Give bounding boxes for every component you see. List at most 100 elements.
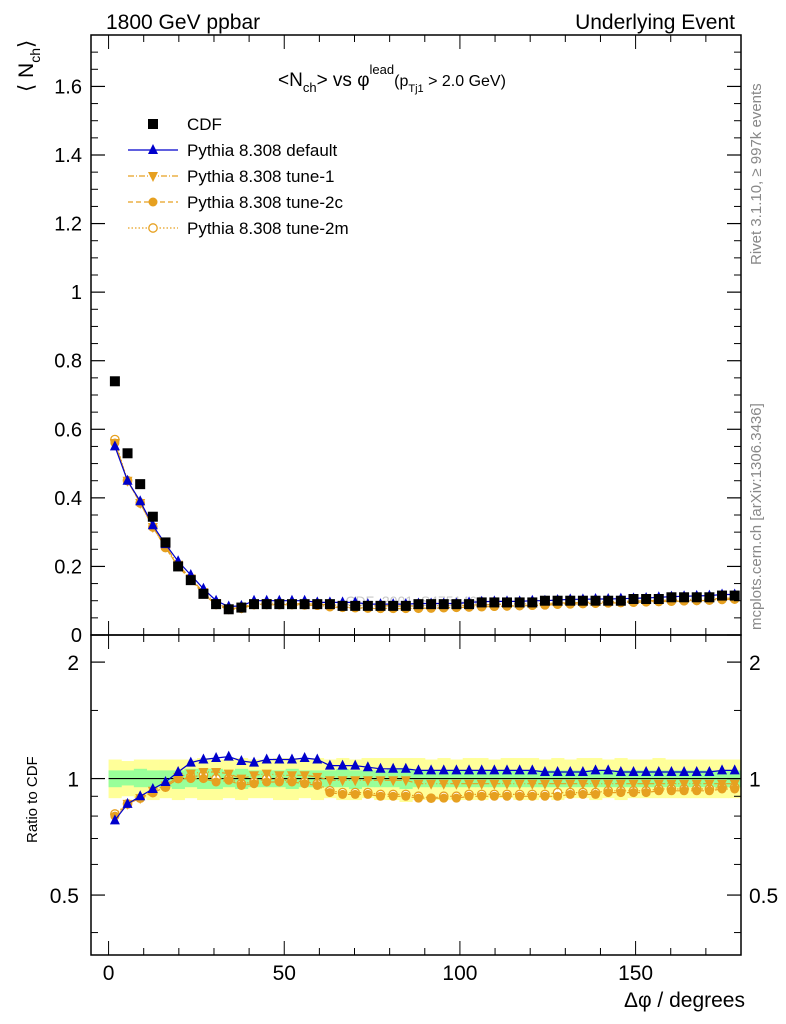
main-marker-cdf [426, 599, 437, 610]
ratio-marker-pythia-8-308-tune-2c [628, 788, 638, 798]
ratio-axes: 0.5 0.5 1 1 2 2 0 50 100 150 [50, 635, 778, 985]
ratio-marker-pythia-8-308-default [147, 782, 158, 793]
ratio-ytick-label: 1 [67, 769, 79, 792]
xtick-label: 50 [273, 962, 296, 985]
ratio-marker-pythia-8-308-tune-2c [325, 788, 335, 798]
ratio-marker-pythia-8-308-default [565, 765, 576, 776]
legend-item-pythia-8-308-tune-2m: Pythia 8.308 tune-2m [128, 219, 349, 238]
main-marker-cdf [286, 599, 297, 610]
ratio-marker-pythia-8-308-tune-1 [261, 769, 272, 780]
ratio-marker-pythia-8-308-tune-1 [476, 779, 487, 790]
ratio-marker-pythia-8-308-default [274, 753, 285, 764]
legend-marker [148, 197, 158, 207]
legend-item-pythia-8-308-tune-2c: Pythia 8.308 tune-2c [128, 193, 343, 212]
main-line-pythia-8-308-tune-2c [114, 442, 735, 611]
ratio-marker-pythia-8-308-tune-1 [615, 779, 626, 790]
ratio-marker-pythia-8-308-default [691, 765, 702, 776]
ratio-marker-pythia-8-308-default [299, 752, 310, 763]
ratio-marker-pythia-8-308-tune-2c [363, 789, 373, 799]
ratio-marker-pythia-8-308-tune-1 [489, 779, 500, 790]
main-marker-cdf [324, 599, 335, 610]
ratio-marker-pythia-8-308-tune-2c [338, 789, 348, 799]
main-marker-cdf [400, 600, 411, 611]
legend-item-cdf: CDF [148, 115, 222, 134]
header-left: 1800 GeV ppbar [106, 11, 260, 34]
main-ytick-label: 1.6 [54, 76, 82, 98]
ratio-marker-pythia-8-308-tune-1 [704, 779, 715, 790]
mcplots-label: mcplots.cern.ch [arXiv:1306.3436] [748, 403, 765, 630]
legend-marker [148, 119, 158, 129]
ratio-marker-pythia-8-308-default [603, 764, 614, 775]
main-marker-cdf [109, 376, 120, 387]
xtick-label: 0 [103, 962, 115, 985]
main-marker-cdf [438, 599, 449, 610]
title-part1-sub: ch [303, 80, 317, 95]
main-marker-cdf [577, 595, 588, 606]
xlabel: Δφ / degrees [624, 989, 745, 1012]
main-marker-cdf [312, 599, 323, 610]
ylabel-open: ⟨ N [15, 63, 38, 92]
ratio-panel: 0.5 0.5 1 1 2 2 0 50 100 150 Ratio to CDF Δφ / de… [24, 634, 778, 1012]
main-marker-cdf [717, 590, 728, 601]
main-ytick-label: 0.6 [54, 419, 82, 441]
ratio-marker-pythia-8-308-default [249, 756, 260, 767]
ratio-marker-pythia-8-308-default [527, 764, 538, 775]
legend-label: Pythia 8.308 tune-2c [187, 193, 343, 212]
ratio-band-inner [121, 770, 135, 786]
ratio-marker-pythia-8-308-tune-2c [489, 791, 499, 801]
main-marker-cdf [476, 597, 487, 608]
ratio-marker-pythia-8-308-tune-2c [565, 789, 575, 799]
ratio-marker-pythia-8-308-tune-1 [641, 779, 652, 790]
ratio-marker-pythia-8-308-tune-2c [262, 777, 272, 787]
ratio-marker-pythia-8-308-tune-1 [185, 769, 196, 780]
main-ytick-label: 0.4 [54, 488, 82, 510]
main-ytick-label: 0.2 [54, 556, 82, 578]
ratio-marker-pythia-8-308-default [135, 790, 146, 801]
plot-title: <Nch> vs φlead(pTj1 > 2.0 GeV) [278, 62, 506, 95]
ratio-marker-pythia-8-308-tune-1 [286, 771, 297, 782]
main-marker-cdf [502, 597, 512, 608]
main-marker-cdf [552, 595, 563, 606]
title-part2: > vs φ [317, 70, 370, 91]
ratio-marker-pythia-8-308-tune-1 [502, 779, 512, 790]
ratio-marker-pythia-8-308-tune-1 [565, 779, 576, 790]
ratio-marker-pythia-8-308-tune-1 [590, 779, 601, 790]
main-line-pythia-8-308-tune-2m [114, 439, 735, 610]
ratio-marker-pythia-8-308-tune-2c [401, 791, 411, 801]
legend-label: CDF [187, 115, 222, 134]
ratio-marker-pythia-8-308-tune-1 [388, 776, 399, 787]
ratio-marker-pythia-8-308-default [362, 761, 373, 772]
ratio-marker-pythia-8-308-tune-2c [704, 786, 714, 796]
ratio-marker-pythia-8-308-default [590, 764, 601, 775]
main-ytick-label: 0.8 [54, 351, 82, 373]
ratio-marker-pythia-8-308-tune-1 [628, 779, 639, 790]
ratio-marker-pythia-8-308-default [502, 764, 512, 775]
ratio-marker-pythia-8-308-tune-2c [654, 786, 664, 796]
ratio-marker-pythia-8-308-default [350, 759, 361, 770]
ratio-marker-pythia-8-308-tune-2c [376, 791, 386, 801]
ratio-ylabel: Ratio to CDF [24, 756, 41, 843]
ratio-marker-pythia-8-308-tune-1 [577, 779, 588, 790]
ratio-marker-pythia-8-308-default [679, 765, 690, 776]
ratio-marker-pythia-8-308-tune-2c [616, 788, 626, 798]
ratio-marker-pythia-8-308-tune-2c [413, 793, 423, 803]
header-right: Underlying Event [575, 11, 735, 34]
main-marker-cdf [122, 448, 133, 459]
ratio-marker-pythia-8-308-tune-2c [641, 788, 651, 798]
ratio-marker-pythia-8-308-default [641, 765, 652, 776]
ratio-series-group [109, 750, 740, 825]
ratio-marker-pythia-8-308-tune-2c [211, 777, 221, 787]
ratio-panel-frame [90, 634, 742, 956]
main-ytick-label: 0 [71, 625, 82, 647]
ratio-marker-pythia-8-308-tune-2c [426, 793, 436, 803]
ratio-marker-pythia-8-308-tune-2c [451, 793, 461, 803]
ratio-marker-pythia-8-308-default [375, 762, 386, 773]
main-marker-cdf [413, 599, 424, 610]
main-marker-cdf [729, 590, 740, 601]
ratio-marker-pythia-8-308-default [223, 750, 234, 761]
ratio-marker-pythia-8-308-tune-2c [553, 791, 563, 801]
ratio-marker-pythia-8-308-tune-1 [274, 771, 285, 782]
main-marker-cdf [160, 537, 171, 548]
main-marker-cdf [565, 595, 576, 606]
main-marker-cdf [249, 599, 260, 610]
